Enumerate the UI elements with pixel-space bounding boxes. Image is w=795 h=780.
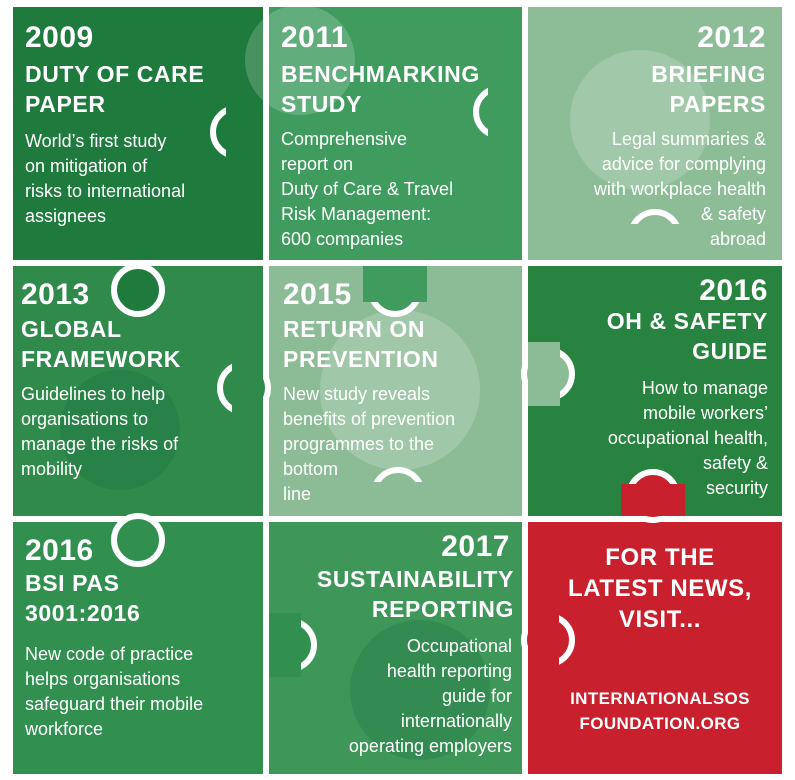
piece-title: RETURN ON PREVENTION: [283, 316, 439, 372]
year-label: 2016: [699, 274, 768, 307]
piece-title: BENCHMARKING STUDY: [281, 61, 480, 117]
piece-description: World’s first study on mitigation of ris…: [25, 131, 186, 226]
piece-title: BRIEFING PAPERS: [651, 61, 766, 117]
piece-2013: 2013 GLOBAL FRAMEWORK Guidelines to help…: [13, 266, 263, 516]
piece-description: Legal summaries & advice for complying w…: [593, 129, 766, 249]
piece-description: Comprehensive report on Duty of Care & T…: [281, 129, 454, 249]
piece-2011: 2011 BENCHMARKING STUDY Comprehensive re…: [269, 7, 522, 260]
photo-texture: [60, 5, 710, 760]
year-label: 2016: [25, 534, 94, 567]
cta-heading: FOR THE LATEST NEWS, VISIT...: [567, 544, 753, 633]
cta-piece: FOR THE LATEST NEWS, VISIT... INTERNATIO…: [528, 522, 782, 774]
year-label: 2017: [441, 530, 510, 563]
tile-bg-2011: [269, 7, 522, 260]
year-label: 2009: [25, 21, 94, 54]
piece-title: GLOBAL FRAMEWORK: [21, 316, 181, 372]
year-label: 2013: [21, 278, 90, 311]
year-label: 2011: [281, 21, 349, 54]
piece-2015: 2015 RETURN ON PREVENTION New study reve…: [269, 266, 522, 516]
piece-2016-bsi: 2016 BSI PAS 3001:2016 New code of pract…: [13, 522, 263, 774]
foundation-website-link[interactable]: INTERNATIONALSOS FOUNDATION.ORG: [570, 689, 750, 733]
piece-title: SUSTAINABILITY REPORTING: [316, 566, 514, 622]
piece-description: New code of practice helps organisations…: [25, 644, 204, 739]
year-label: 2015: [283, 278, 352, 311]
piece-description: Guidelines to help organisations to mana…: [21, 384, 179, 479]
piece-title: OH & SAFETY GUIDE: [606, 308, 768, 364]
year-label: 2012: [697, 21, 766, 54]
piece-description: New study reveals benefits of prevention…: [283, 384, 456, 504]
piece-title: DUTY OF CARE PAPER: [25, 61, 205, 117]
piece-2012: 2012 BRIEFING PAPERS Legal summaries & a…: [528, 7, 782, 260]
piece-description: Occupational health reporting guide for …: [348, 636, 512, 756]
piece-2016-oh-safety: 2016 OH & SAFETY GUIDE How to manage mob…: [528, 266, 782, 516]
piece-title: BSI PAS 3001:2016: [25, 570, 141, 626]
piece-description: How to manage mobile workers’ occupation…: [607, 378, 768, 498]
piece-2009: 2009 DUTY OF CARE PAPER World’s first st…: [13, 7, 263, 260]
piece-2017: 2017 SUSTAINABILITY REPORTING Occupation…: [269, 522, 522, 774]
